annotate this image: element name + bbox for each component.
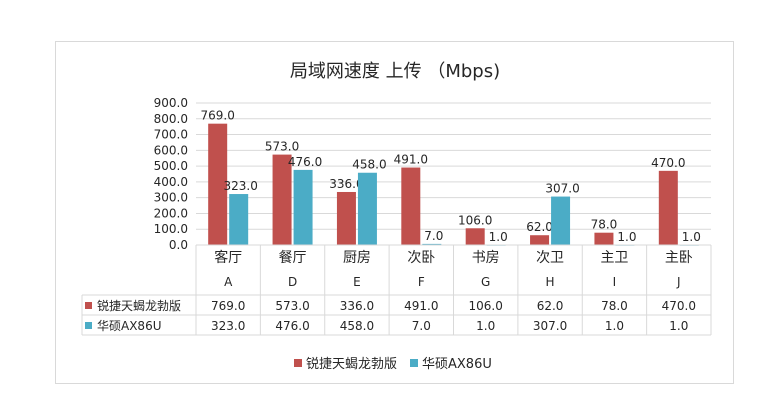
- category-code: A: [224, 275, 233, 289]
- bar-series1: [465, 228, 485, 245]
- category-code: D: [288, 275, 297, 289]
- table-cell: 62.0: [537, 299, 564, 313]
- y-tick-label: 600.0: [154, 143, 188, 157]
- table-cell: 307.0: [533, 319, 567, 333]
- category-label: 次卫: [536, 250, 564, 266]
- chart-frame: 局域网速度 上传 （Mbps) 0.0 100.0 200.0 300.0 400.0 50…: [55, 41, 734, 384]
- y-tick-label: 400.0: [154, 175, 188, 189]
- y-tick-label: 500.0: [154, 159, 188, 173]
- table-cell: 476.0: [275, 319, 309, 333]
- data-label: 336.0: [329, 177, 363, 191]
- bar-series1: [272, 154, 292, 245]
- table-cell: 470.0: [662, 299, 696, 313]
- table-legend-key: [85, 322, 92, 329]
- data-label: 1.0: [682, 230, 701, 244]
- data-label: 491.0: [394, 153, 428, 167]
- table-cell: 7.0: [412, 319, 431, 333]
- category-code: F: [418, 275, 425, 289]
- table-cell: 78.0: [601, 299, 628, 313]
- legend-key: [294, 359, 302, 367]
- data-label: 106.0: [458, 213, 492, 227]
- data-label: 573.0: [265, 140, 299, 154]
- data-label: 323.0: [224, 179, 258, 193]
- category-code: G: [481, 275, 490, 289]
- category-code: J: [676, 275, 681, 289]
- data-label: 7.0: [424, 229, 443, 243]
- table-cell: 106.0: [469, 299, 503, 313]
- bar-series1: [336, 191, 356, 245]
- y-tick-label: 800.0: [154, 112, 188, 126]
- data-label: 1.0: [489, 230, 508, 244]
- category-label: 次卧: [407, 250, 435, 266]
- category-code: E: [353, 275, 361, 289]
- bar-series1: [658, 170, 678, 245]
- bar-series2: [551, 196, 571, 245]
- bar-series2: [357, 172, 377, 245]
- table-series-name: 锐捷天蝎龙勃版: [97, 299, 181, 313]
- category-label: 书房: [472, 250, 500, 266]
- y-tick-label: 100.0: [154, 222, 188, 236]
- category-label: 餐厅: [279, 250, 307, 266]
- y-tick-label: 700.0: [154, 128, 188, 142]
- data-label: 62.0: [526, 220, 553, 234]
- bar-series2: [293, 169, 313, 245]
- table-cell: 769.0: [211, 299, 245, 313]
- bar-series1: [530, 235, 550, 245]
- data-label: 307.0: [545, 182, 579, 196]
- table-cell: 1.0: [605, 319, 624, 333]
- data-label: 476.0: [288, 155, 322, 169]
- y-tick-label: 300.0: [154, 191, 188, 205]
- table-cell: 491.0: [404, 299, 438, 313]
- legend-label: 锐捷天蝎龙勃版: [306, 357, 397, 372]
- table-cell: 1.0: [669, 319, 688, 333]
- y-tick-label: 200.0: [154, 206, 188, 220]
- table-cell: 1.0: [476, 319, 495, 333]
- category-label: 厨房: [343, 250, 371, 266]
- y-tick-label: 900.0: [154, 96, 188, 110]
- y-tick-label: 0.0: [169, 238, 188, 252]
- data-label: 1.0: [617, 230, 636, 244]
- data-label: 78.0: [591, 218, 618, 232]
- data-label: 470.0: [651, 156, 685, 170]
- bar-series1: [401, 167, 421, 245]
- table-cell: 336.0: [340, 299, 374, 313]
- table-legend-key: [85, 302, 92, 309]
- table-cell: 458.0: [340, 319, 374, 333]
- bar-series1: [594, 232, 614, 245]
- category-label: 客厅: [214, 249, 242, 266]
- category-code: I: [613, 275, 617, 289]
- legend-key: [410, 359, 418, 367]
- bar-series1: [208, 123, 228, 245]
- table-cell: 573.0: [275, 299, 309, 313]
- bar-series2: [229, 194, 249, 245]
- legend-label: 华硕AX86U: [422, 357, 492, 372]
- chart-title: 局域网速度 上传 （Mbps): [290, 61, 500, 82]
- bar-series2: [422, 243, 442, 245]
- category-code: H: [546, 275, 555, 289]
- category-label: 主卧: [665, 250, 693, 266]
- table-cell: 323.0: [211, 319, 245, 333]
- category-label: 主卫: [600, 250, 628, 266]
- data-label: 769.0: [201, 109, 235, 123]
- table-series-name: 华硕AX86U: [97, 319, 161, 333]
- data-label: 458.0: [352, 158, 386, 172]
